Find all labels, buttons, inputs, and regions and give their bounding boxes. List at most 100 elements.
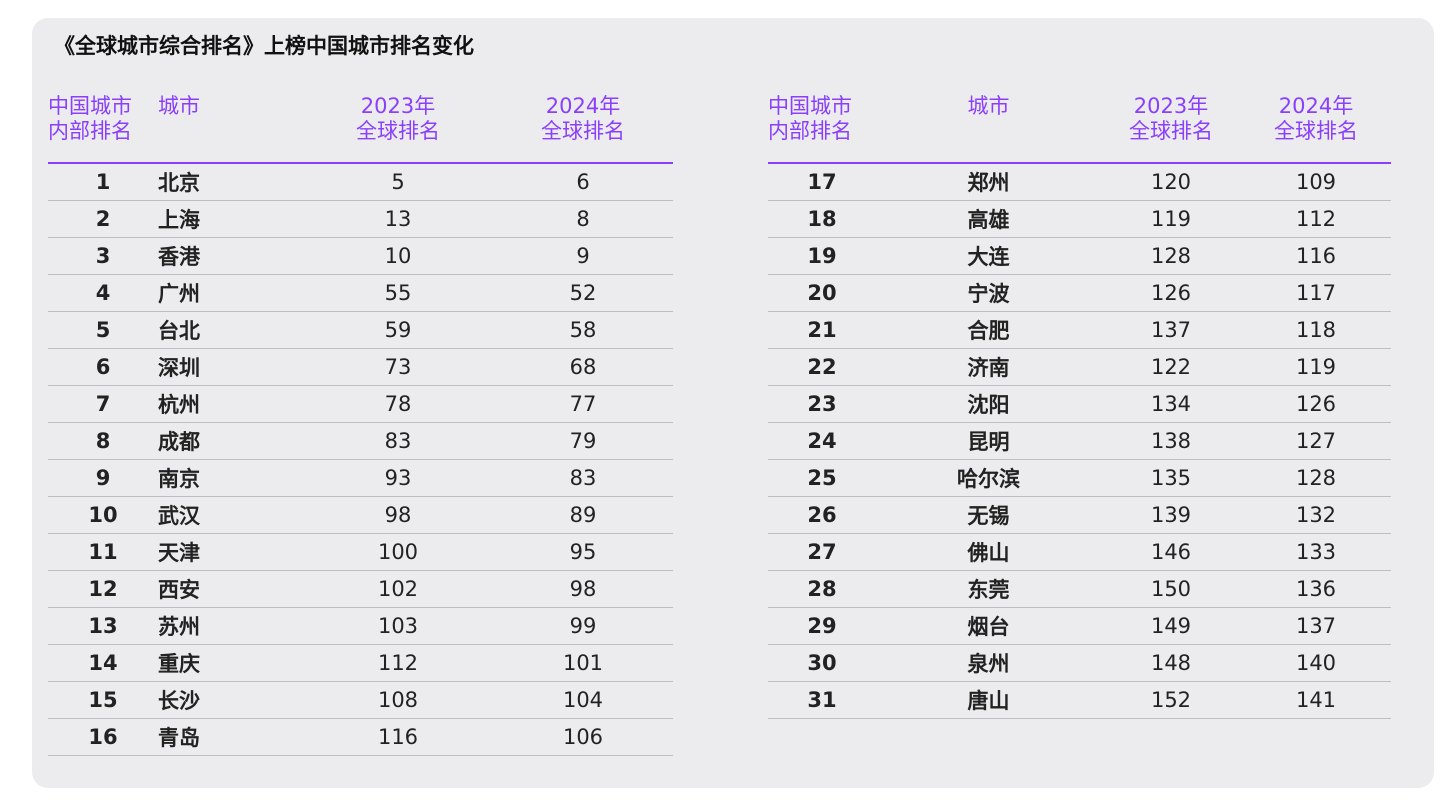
cell-2024-rank: 77 bbox=[493, 385, 673, 423]
cell-city: 天津 bbox=[158, 533, 303, 571]
header-2024-rank: 2024年 全球排名 bbox=[1241, 94, 1391, 164]
cell-domestic-rank: 6 bbox=[48, 348, 158, 386]
cell-2023-rank: 83 bbox=[303, 422, 493, 460]
cell-city: 高雄 bbox=[876, 200, 1101, 238]
header-2023-rank: 2023年 全球排名 bbox=[1101, 94, 1241, 164]
table-row: 24 昆明 138 127 bbox=[768, 422, 1391, 460]
cell-2023-rank: 138 bbox=[1101, 422, 1241, 460]
table-row: 29 烟台 149 137 bbox=[768, 607, 1391, 645]
cell-2023-rank: 108 bbox=[303, 681, 493, 719]
table-row: 20 宁波 126 117 bbox=[768, 274, 1391, 312]
cell-city: 合肥 bbox=[876, 311, 1101, 349]
cell-domestic-rank: 13 bbox=[48, 607, 158, 645]
cell-2024-rank: 128 bbox=[1241, 459, 1391, 497]
table-row: 17 郑州 120 109 bbox=[768, 163, 1391, 201]
table-row: 16 青岛 116 106 bbox=[48, 718, 673, 756]
table-row: 27 佛山 146 133 bbox=[768, 533, 1391, 571]
cell-2023-rank: 102 bbox=[303, 570, 493, 608]
cell-2023-rank: 59 bbox=[303, 311, 493, 349]
cell-domestic-rank: 28 bbox=[768, 570, 876, 608]
cell-domestic-rank: 1 bbox=[48, 163, 158, 201]
cell-domestic-rank: 2 bbox=[48, 200, 158, 238]
cell-city: 沈阳 bbox=[876, 385, 1101, 423]
cell-2024-rank: 6 bbox=[493, 163, 673, 201]
cell-city: 香港 bbox=[158, 237, 303, 275]
ranking-table-left: 中国城市 内部排名 城市 2023年 全球排名 2024年 全球排名 1 北京 5 6… bbox=[48, 94, 673, 756]
cell-2023-rank: 139 bbox=[1101, 496, 1241, 534]
cell-2023-rank: 134 bbox=[1101, 385, 1241, 423]
cell-city: 上海 bbox=[158, 200, 303, 238]
cell-2023-rank: 137 bbox=[1101, 311, 1241, 349]
table-row: 23 沈阳 134 126 bbox=[768, 385, 1391, 423]
ranking-table-right: 中国城市 内部排名 城市 2023年 全球排名 2024年 全球排名 17 郑州 1… bbox=[768, 94, 1391, 719]
cell-domestic-rank: 12 bbox=[48, 570, 158, 608]
cell-2024-rank: 101 bbox=[493, 644, 673, 682]
table-row: 8 成都 83 79 bbox=[48, 422, 673, 460]
cell-city: 广州 bbox=[158, 274, 303, 312]
cell-2024-rank: 68 bbox=[493, 348, 673, 386]
cell-2023-rank: 100 bbox=[303, 533, 493, 571]
cell-2023-rank: 149 bbox=[1101, 607, 1241, 645]
header-city: 城市 bbox=[876, 94, 1101, 164]
cell-domestic-rank: 25 bbox=[768, 459, 876, 497]
cell-domestic-rank: 17 bbox=[768, 163, 876, 201]
cell-city: 昆明 bbox=[876, 422, 1101, 460]
cell-2024-rank: 116 bbox=[1241, 237, 1391, 275]
table-row: 3 香港 10 9 bbox=[48, 237, 673, 275]
header-2023-rank: 2023年 全球排名 bbox=[303, 94, 493, 164]
cell-2024-rank: 109 bbox=[1241, 163, 1391, 201]
cell-2024-rank: 119 bbox=[1241, 348, 1391, 386]
cell-2023-rank: 5 bbox=[303, 163, 493, 201]
cell-city: 武汉 bbox=[158, 496, 303, 534]
cell-2024-rank: 126 bbox=[1241, 385, 1391, 423]
table-row: 25 哈尔滨 135 128 bbox=[768, 459, 1391, 497]
cell-2024-rank: 79 bbox=[493, 422, 673, 460]
cell-2023-rank: 93 bbox=[303, 459, 493, 497]
cell-2023-rank: 98 bbox=[303, 496, 493, 534]
cell-domestic-rank: 3 bbox=[48, 237, 158, 275]
table-row: 4 广州 55 52 bbox=[48, 274, 673, 312]
table-row: 18 高雄 119 112 bbox=[768, 200, 1391, 238]
cell-2024-rank: 8 bbox=[493, 200, 673, 238]
cell-2023-rank: 135 bbox=[1101, 459, 1241, 497]
header-domestic-rank: 中国城市 内部排名 bbox=[48, 94, 158, 164]
table-row: 6 深圳 73 68 bbox=[48, 348, 673, 386]
cell-2024-rank: 98 bbox=[493, 570, 673, 608]
cell-domestic-rank: 7 bbox=[48, 385, 158, 423]
cell-domestic-rank: 11 bbox=[48, 533, 158, 571]
cell-domestic-rank: 24 bbox=[768, 422, 876, 460]
cell-2024-rank: 104 bbox=[493, 681, 673, 719]
cell-domestic-rank: 30 bbox=[768, 644, 876, 682]
cell-city: 无锡 bbox=[876, 496, 1101, 534]
cell-2023-rank: 10 bbox=[303, 237, 493, 275]
table-row: 9 南京 93 83 bbox=[48, 459, 673, 497]
table-row: 14 重庆 112 101 bbox=[48, 644, 673, 682]
cell-2024-rank: 141 bbox=[1241, 681, 1391, 719]
table-row: 1 北京 5 6 bbox=[48, 163, 673, 201]
cell-2024-rank: 117 bbox=[1241, 274, 1391, 312]
cell-city: 杭州 bbox=[158, 385, 303, 423]
table-row: 19 大连 128 116 bbox=[768, 237, 1391, 275]
cell-2023-rank: 78 bbox=[303, 385, 493, 423]
cell-domestic-rank: 5 bbox=[48, 311, 158, 349]
cell-domestic-rank: 15 bbox=[48, 681, 158, 719]
cell-2023-rank: 112 bbox=[303, 644, 493, 682]
cell-city: 济南 bbox=[876, 348, 1101, 386]
cell-city: 郑州 bbox=[876, 163, 1101, 201]
table-row: 10 武汉 98 89 bbox=[48, 496, 673, 534]
cell-2024-rank: 136 bbox=[1241, 570, 1391, 608]
table-row: 15 长沙 108 104 bbox=[48, 681, 673, 719]
table-row: 2 上海 13 8 bbox=[48, 200, 673, 238]
cell-2024-rank: 140 bbox=[1241, 644, 1391, 682]
cell-city: 台北 bbox=[158, 311, 303, 349]
cell-city: 大连 bbox=[876, 237, 1101, 275]
cell-domestic-rank: 14 bbox=[48, 644, 158, 682]
cell-2023-rank: 13 bbox=[303, 200, 493, 238]
table-row: 26 无锡 139 132 bbox=[768, 496, 1391, 534]
table-row: 22 济南 122 119 bbox=[768, 348, 1391, 386]
table-row: 28 东莞 150 136 bbox=[768, 570, 1391, 608]
cell-2024-rank: 9 bbox=[493, 237, 673, 275]
cell-2023-rank: 120 bbox=[1101, 163, 1241, 201]
table-row: 21 合肥 137 118 bbox=[768, 311, 1391, 349]
cell-domestic-rank: 20 bbox=[768, 274, 876, 312]
